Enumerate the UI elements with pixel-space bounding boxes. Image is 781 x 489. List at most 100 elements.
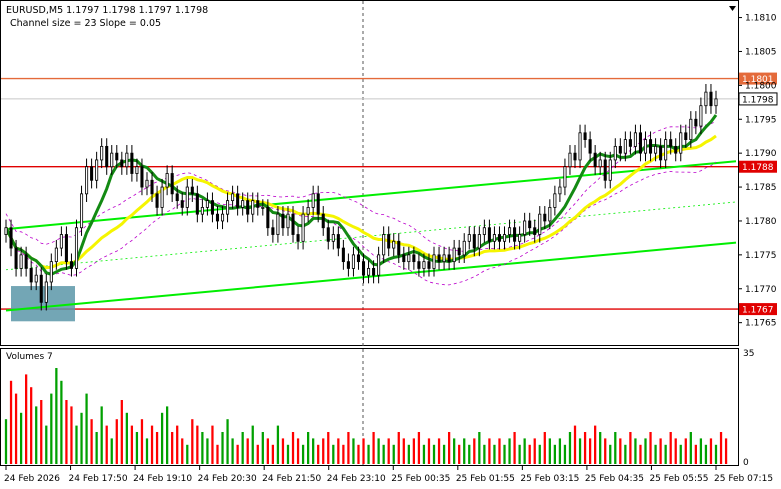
volume-bar [427, 438, 431, 464]
volume-bar [463, 438, 466, 464]
overlays [4, 114, 737, 322]
axes: 1.1765 1.1770 1.1775 1.1780 1.1785 1.1790 1.17… [4, 14, 777, 484]
volume-bar [35, 406, 38, 464]
candle-body [654, 145, 658, 154]
volume-bar [619, 438, 622, 464]
volume-bar [337, 438, 340, 464]
volume-bar [236, 444, 239, 464]
volume-bar [498, 438, 501, 464]
volume-bar [276, 425, 280, 464]
candle-body [190, 186, 194, 195]
candle-body [523, 220, 527, 235]
candle-body [538, 213, 542, 235]
volume-bar [588, 438, 592, 464]
candle-body [160, 186, 164, 208]
candle-body [563, 166, 567, 188]
candle-body [341, 247, 345, 263]
volume-bar [583, 432, 587, 464]
candle-body [407, 254, 411, 263]
volume-bar [377, 438, 380, 464]
volume-bar [125, 412, 128, 464]
volume-bar [301, 444, 305, 464]
candle-body [311, 193, 315, 208]
volume-bar [417, 432, 421, 464]
candle-body [125, 152, 129, 168]
candle-body [226, 200, 230, 215]
volume-label: Volumes 7 [6, 352, 53, 362]
candle-body [709, 91, 713, 107]
volume-bar [442, 444, 446, 464]
candle-body [281, 213, 285, 229]
volume-bar [266, 438, 269, 464]
volume-bar [4, 419, 8, 464]
candle-body [49, 261, 53, 283]
volume-bar [473, 438, 476, 464]
volume-bar [322, 438, 325, 464]
candle-body [568, 152, 572, 168]
candle-body [558, 186, 562, 195]
level-tag [739, 303, 777, 316]
volume-bar [135, 432, 139, 464]
time-tick-label: 25 Feb 05:55 [649, 474, 708, 484]
level-tag [739, 72, 777, 85]
volume-bar [221, 432, 224, 464]
volume-bar [186, 444, 189, 464]
volume-bar [543, 432, 546, 464]
candle-body [548, 206, 552, 222]
candle-body [150, 179, 154, 195]
volume-bar [80, 412, 83, 464]
volume-bar [342, 444, 345, 464]
volume-bar [296, 438, 300, 464]
candle-body [326, 227, 330, 242]
volume-bar [216, 444, 219, 464]
candle-body [689, 118, 693, 141]
candle-body [578, 132, 582, 161]
price-tick-label: 1.1805 [745, 47, 777, 57]
volume-bar [518, 444, 521, 464]
time-tick-label: 25 Feb 04:35 [585, 474, 644, 484]
volume-bar [65, 400, 68, 464]
volume-bar [19, 412, 23, 464]
volume-bar [206, 438, 209, 464]
volume-bar [659, 438, 662, 464]
candle-body [664, 139, 668, 161]
volume-bar [533, 438, 536, 464]
volume-bar [45, 425, 48, 464]
candle-body [502, 234, 507, 242]
volume-bar [523, 438, 526, 464]
header-symbol: EURUSD,M5 1.1797 1.1798 1.1797 1.1798 [6, 5, 208, 16]
candle-body [513, 227, 517, 242]
candle-body [9, 227, 13, 249]
volume-bar [150, 425, 154, 464]
volume-bar [508, 438, 511, 464]
volume-bar [599, 432, 602, 464]
volume-bar [553, 444, 556, 464]
candle-body [165, 173, 169, 188]
volume-bar [669, 432, 672, 464]
candle-body [402, 254, 406, 263]
volume-bar [679, 444, 682, 464]
time-tick-label: 24 Feb 17:50 [69, 474, 128, 484]
candle-body [533, 227, 537, 235]
candle-body [603, 159, 607, 181]
price-pane-frame [0, 0, 739, 346]
candle-body [387, 234, 391, 249]
volume-bar [14, 393, 18, 464]
volume-bar [699, 438, 703, 464]
candle-body [543, 213, 547, 222]
volume-bar [714, 444, 718, 464]
candle-body [251, 200, 255, 215]
candle-body [74, 227, 79, 269]
volume-bar [196, 425, 199, 464]
candle-body [100, 145, 104, 161]
candle-body [638, 132, 643, 154]
candle-body [120, 159, 124, 168]
volume-bar [432, 444, 436, 464]
price-tick-label: 1.1800 [745, 81, 777, 91]
volume-bar [488, 438, 491, 464]
candle-body [110, 152, 114, 168]
volume-bar [654, 444, 657, 464]
collapse-arrow-icon[interactable] [729, 6, 736, 11]
candle-body [306, 206, 310, 215]
